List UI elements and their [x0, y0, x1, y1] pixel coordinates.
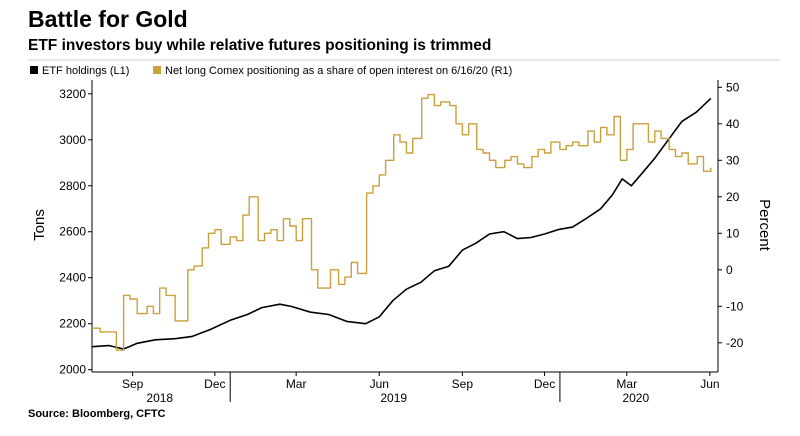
x-year-label: 2020	[622, 391, 649, 405]
y-left-tick-label: 2800	[59, 179, 86, 193]
x-tick-label: Dec	[534, 377, 555, 391]
chart-title: Battle for Gold	[28, 6, 188, 32]
x-year-label: 2019	[380, 391, 407, 405]
y-left-tick-label: 3000	[59, 133, 86, 147]
y-left-tick-label: 2400	[59, 271, 86, 285]
net-long-positioning-line	[92, 93, 712, 351]
y-right-tick-label: 50	[726, 80, 740, 94]
legend-swatch-etf	[30, 66, 38, 74]
y-right-axis-label: Percent	[756, 199, 773, 252]
x-tick-label: Sep	[452, 377, 474, 391]
y-right-tick-label: 30	[726, 153, 740, 167]
y-right-tick-label: 10	[726, 226, 740, 240]
legend-label-etf: ETF holdings (L1)	[42, 65, 129, 77]
y-right-tick-label: -10	[726, 299, 744, 313]
y-right-tick-label: 0	[726, 263, 733, 277]
y-left-tick-label: 3200	[59, 87, 86, 101]
legend: ETF holdings (L1) Net long Comex positio…	[30, 65, 512, 77]
y-right-tick-label: -20	[726, 336, 744, 350]
y-left-tick-label: 2000	[59, 363, 86, 377]
x-tick-label: Mar	[616, 377, 637, 391]
x-tick-label: Jun	[700, 377, 719, 391]
y-right-tick-label: 20	[726, 190, 740, 204]
y-right-tick-label: 40	[726, 117, 740, 131]
y-left-tick-label: 2600	[59, 225, 86, 239]
x-tick-label: Sep	[122, 377, 144, 391]
x-tick-label: Jun	[370, 377, 389, 391]
x-year-label: 2018	[146, 391, 173, 405]
y-left-axis-label: Tons	[31, 209, 48, 241]
source-note: Source: Bloomberg, CFTC	[28, 408, 166, 420]
plot-area: 2000 2200 2400 2600 2800 3000 3200 -20 -10 0 10 20 3…	[59, 80, 744, 405]
legend-label-positioning: Net long Comex positioning as a share of…	[165, 65, 512, 77]
etf-holdings-line	[91, 97, 712, 350]
legend-swatch-positioning	[153, 66, 161, 74]
x-tick-label: Mar	[286, 377, 307, 391]
x-tick-label: Dec	[204, 377, 225, 391]
chart-subtitle: ETF investors buy while relative futures…	[28, 37, 492, 54]
y-left-tick-label: 2200	[59, 317, 86, 331]
